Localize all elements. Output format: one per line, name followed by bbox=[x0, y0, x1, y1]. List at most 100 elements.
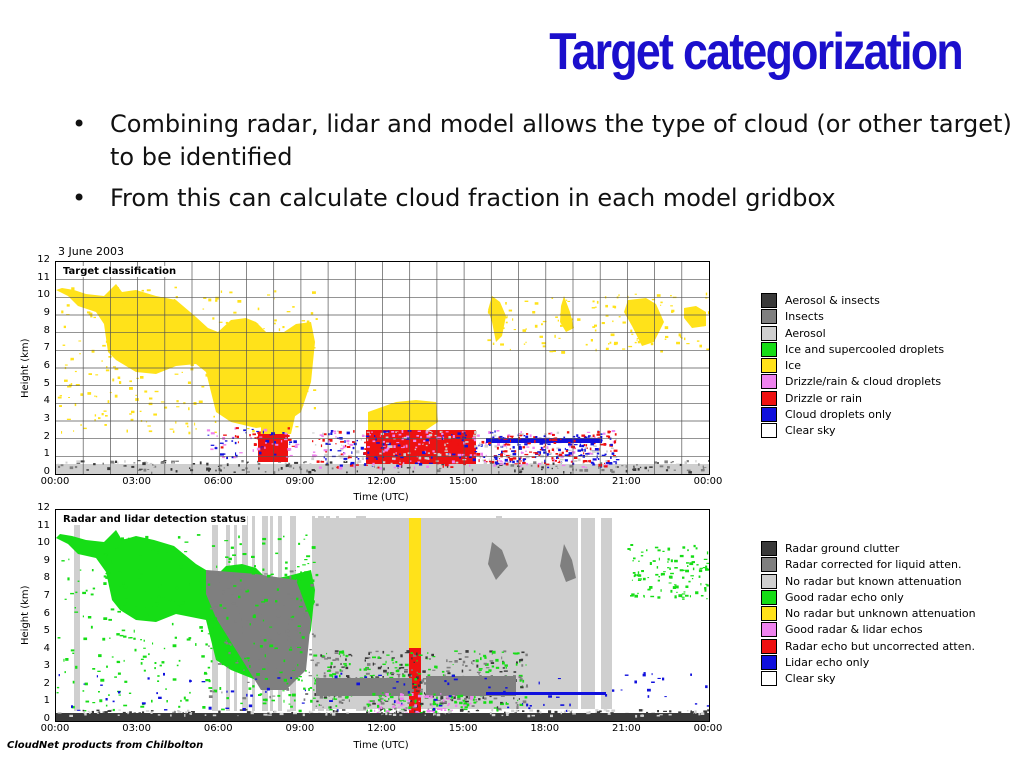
droplet-speckle bbox=[398, 463, 401, 465]
droplet-speckle bbox=[264, 446, 266, 449]
legend-swatch bbox=[761, 325, 777, 341]
good-echo-speckle bbox=[70, 592, 74, 595]
low-cloud-speckle bbox=[333, 696, 335, 699]
good-echo-speckle bbox=[140, 662, 143, 665]
clutter-speckle bbox=[489, 712, 492, 715]
droplet-speckle bbox=[384, 432, 389, 433]
low-cloud-speckle bbox=[334, 665, 336, 668]
aerosol-speckle bbox=[74, 466, 78, 469]
lidar-speckle bbox=[225, 707, 230, 709]
ice-speckle bbox=[109, 392, 112, 394]
ice-speckle bbox=[220, 290, 223, 293]
droplet-speckle bbox=[560, 461, 563, 464]
low-cloud-speckle bbox=[416, 671, 418, 674]
good-echo-speckle bbox=[275, 552, 279, 555]
droplet-speckle bbox=[345, 444, 347, 447]
droplet-speckle bbox=[284, 432, 288, 435]
droplet-speckle bbox=[461, 431, 466, 433]
clutter-speckle bbox=[686, 710, 689, 712]
y-axis-title: Height (km) bbox=[20, 585, 31, 645]
low-cloud-speckle bbox=[318, 704, 320, 707]
lidar-speckle bbox=[266, 687, 270, 691]
good-echo-speckle bbox=[231, 664, 234, 666]
droplet-speckle bbox=[414, 462, 418, 465]
good-echo-speckle bbox=[696, 564, 699, 566]
ice-speckle bbox=[235, 334, 238, 337]
droplet-speckle bbox=[402, 463, 405, 466]
y-tick-label: 11 bbox=[37, 519, 50, 531]
low-cloud-speckle bbox=[348, 699, 350, 702]
ice-speckle bbox=[157, 319, 160, 321]
good-echo-speckle bbox=[312, 561, 316, 563]
aerosol-speckle bbox=[147, 469, 150, 470]
ice-speckle bbox=[551, 297, 554, 299]
droplet-speckle bbox=[476, 452, 481, 456]
aerosol-speckle bbox=[695, 460, 697, 463]
legend-label: Radar corrected for liquid atten. bbox=[785, 558, 962, 572]
good-echo-speckle bbox=[138, 569, 140, 571]
good-echo-speckle bbox=[145, 611, 146, 614]
aerosol-speckle bbox=[541, 461, 543, 465]
radar-lidar-speckle bbox=[376, 711, 380, 714]
droplet-speckle bbox=[513, 450, 517, 453]
droplet-speckle bbox=[206, 429, 211, 432]
y-tick-label: 1 bbox=[43, 695, 50, 707]
radar-lidar-speckle bbox=[377, 699, 382, 702]
clutter-speckle bbox=[504, 711, 506, 713]
aerosol-speckle bbox=[217, 465, 220, 467]
aerosol-speckle bbox=[123, 465, 127, 467]
droplet-speckle bbox=[573, 456, 578, 459]
droplet-speckle bbox=[430, 456, 433, 459]
good-echo-speckle bbox=[193, 574, 195, 577]
clutter-speckle bbox=[399, 714, 403, 716]
droplet-speckle bbox=[560, 438, 562, 441]
low-cloud-speckle bbox=[371, 676, 373, 679]
ice-speckle bbox=[309, 367, 311, 370]
droplet-speckle bbox=[542, 447, 544, 449]
droplet-speckle bbox=[615, 439, 617, 441]
good-echo-speckle bbox=[643, 595, 645, 598]
good-echo-speckle bbox=[120, 539, 125, 541]
clutter-speckle bbox=[693, 713, 695, 715]
good-echo-speckle bbox=[303, 538, 306, 540]
aerosol-speckle bbox=[617, 469, 619, 471]
droplet-speckle bbox=[574, 444, 578, 446]
good-echo-speckle bbox=[290, 705, 293, 708]
mixed-speckle bbox=[236, 660, 239, 662]
good-echo-speckle bbox=[156, 551, 160, 554]
lidar-speckle bbox=[447, 682, 450, 686]
droplet-speckle bbox=[568, 452, 572, 455]
low-cloud-speckle bbox=[406, 650, 410, 653]
aerosol-speckle bbox=[601, 469, 605, 472]
mixed-speckle bbox=[227, 658, 230, 661]
lidar-speckle bbox=[503, 690, 506, 693]
aerosol-speckle bbox=[419, 466, 421, 469]
bullet-dot: • bbox=[72, 110, 87, 138]
clutter-speckle bbox=[263, 713, 268, 716]
droplet-speckle bbox=[547, 443, 551, 446]
droplet-speckle bbox=[552, 433, 555, 436]
radar-lidar-speckle bbox=[394, 700, 397, 702]
clutter-speckle bbox=[506, 713, 509, 716]
good-echo-speckle bbox=[175, 586, 179, 590]
clutter-speckle bbox=[138, 712, 141, 716]
low-cloud-speckle bbox=[519, 703, 523, 706]
low-cloud-speckle bbox=[395, 669, 400, 673]
mixed-speckle bbox=[251, 646, 254, 648]
aerosol-speckle bbox=[133, 462, 136, 464]
aerosol-speckle bbox=[506, 461, 511, 464]
lidar-speckle bbox=[141, 702, 146, 705]
aerosol-speckle bbox=[541, 468, 543, 471]
mixed-speckle bbox=[256, 673, 260, 676]
low-cloud-speckle bbox=[437, 699, 441, 701]
droplet-speckle bbox=[406, 464, 410, 468]
bullet-dot: • bbox=[72, 184, 87, 212]
low-cloud-speckle bbox=[502, 667, 505, 669]
droplet-speckle bbox=[433, 452, 437, 455]
low-cloud-speckle bbox=[505, 701, 507, 705]
aerosol-speckle bbox=[375, 464, 378, 468]
droplet-speckle bbox=[469, 464, 471, 467]
good-echo-speckle bbox=[658, 557, 660, 561]
good-echo-speckle bbox=[119, 634, 124, 637]
droplet-speckle bbox=[444, 450, 448, 452]
